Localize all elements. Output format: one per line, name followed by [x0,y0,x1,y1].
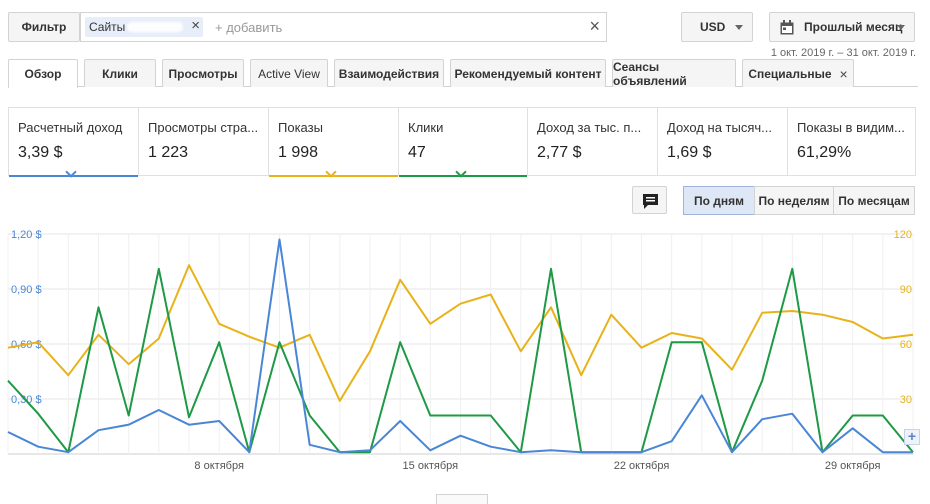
button-label: По дням [693,193,745,208]
tab-pageviews[interactable]: Просмотры [162,59,244,87]
by-month-button[interactable]: По месяцам [833,186,915,215]
x-axis-tick-label: 29 октября [825,460,881,472]
metric-label: Показы в видим... [797,120,905,135]
tab-label: Взаимодействия [338,66,440,81]
add-filter-link[interactable]: + добавить [215,20,283,35]
left-axis-tick-label: 1,20 $ [11,229,42,241]
metric-label: Доход на тысяч... [667,120,772,135]
tab-clicks[interactable]: Клики [84,59,156,87]
tab-label: Active View [258,66,320,81]
tab-active-view[interactable]: Active View [250,59,328,87]
close-icon[interactable]: × [839,65,848,82]
metric-card-clicks[interactable]: Клики 47 [399,108,528,178]
filter-chip-sites[interactable]: Сайты × [85,17,203,37]
metric-card-estimated-revenue[interactable]: Расчетный доход 3,39 $ [9,108,139,178]
metric-cards: Расчетный доход 3,39 $ Просмотры стра...… [8,107,916,178]
currency-value: USD [700,20,726,34]
metric-value: 47 [408,144,426,161]
series-line-2 [7,267,914,454]
currency-select[interactable]: USD [681,12,753,42]
button-label: По неделям [758,193,830,208]
metric-selected-bar [399,175,527,177]
filter-button[interactable]: Фильтр [8,12,80,42]
button-label: По месяцам [838,193,910,208]
metric-value: 2,77 $ [537,144,582,161]
tab-label: Просмотры [168,66,238,81]
metric-card-impressions[interactable]: Показы 1 998 [269,108,399,178]
metric-value: 1,69 $ [667,144,712,161]
metric-card-viewability[interactable]: Показы в видим... 61,29% [788,108,916,176]
series-line-0 [7,238,913,454]
right-axis-tick-label: 60 [900,339,912,351]
collapse-handle[interactable] [436,494,488,504]
metric-label: Клики [408,120,444,135]
metric-label: Просмотры стра... [148,120,259,135]
metric-card-impression-rpm[interactable]: Доход на тысяч... 1,69 $ [658,108,788,176]
zoom-in-icon[interactable]: + [904,429,920,445]
tab-label: Клики [102,66,138,81]
metric-value: 3,39 $ [18,144,63,161]
metric-value: 1 998 [278,144,319,161]
metric-selected-bar [9,175,138,177]
metric-label: Доход за тыс. п... [537,120,642,135]
tab-recommended-content[interactable]: Рекомендуемый контент [450,59,606,87]
chevron-down-icon [897,25,905,30]
metric-selected-bar [269,175,398,177]
by-day-button[interactable]: По дням [683,186,755,215]
metric-card-page-rpm[interactable]: Доход за тыс. п... 2,77 $ [528,108,658,176]
left-axis-tick-label: 0,90 $ [11,284,42,296]
report-tabs: Обзор Клики Просмотры Active View Взаимо… [8,59,918,88]
chip-close-icon[interactable]: × [191,17,200,34]
tab-overview[interactable]: Обзор [8,59,78,88]
tab-interactions[interactable]: Взаимодействия [334,59,444,87]
calendar-icon [780,20,794,35]
tab-ad-sessions[interactable]: Сеансы объявлений [612,59,736,88]
tab-custom[interactable]: Специальные × [742,59,854,87]
filter-chip-label: Сайты [89,20,126,34]
right-axis-tick-label: 120 [894,229,912,241]
date-range-label: 1 окт. 2019 г. – 31 окт. 2019 г. [770,47,916,59]
tab-label: Специальные [748,66,832,81]
right-axis-tick-label: 90 [900,284,912,296]
filter-bar[interactable]: Сайты × + добавить × [80,12,607,42]
x-axis-tick-label: 22 октября [614,460,670,472]
tab-label: Обзор [24,67,62,81]
redacted-value [127,22,183,32]
series-line-1 [7,264,914,402]
period-value: Прошлый месяц [804,20,903,34]
clear-filter-icon[interactable]: × [589,16,600,36]
annotations-button[interactable] [632,186,667,214]
tab-label: Рекомендуемый контент [454,66,602,81]
filter-button-label: Фильтр [21,20,67,34]
metric-value: 61,29% [797,144,852,161]
by-week-button[interactable]: По неделям [754,186,834,215]
metric-label: Показы [278,120,323,135]
metric-card-pageviews[interactable]: Просмотры стра... 1 223 [139,108,269,176]
tab-label: Сеансы объявлений [613,59,687,88]
metric-label: Расчетный доход [18,120,123,135]
period-select[interactable]: Прошлый месяц [769,12,915,42]
comment-icon [643,194,658,209]
metric-value: 1 223 [148,144,189,161]
right-axis-tick-label: 30 [900,394,912,406]
chevron-down-icon [735,25,743,30]
x-axis-tick-label: 8 октября [194,460,244,472]
x-axis-tick-label: 15 октября [403,460,459,472]
